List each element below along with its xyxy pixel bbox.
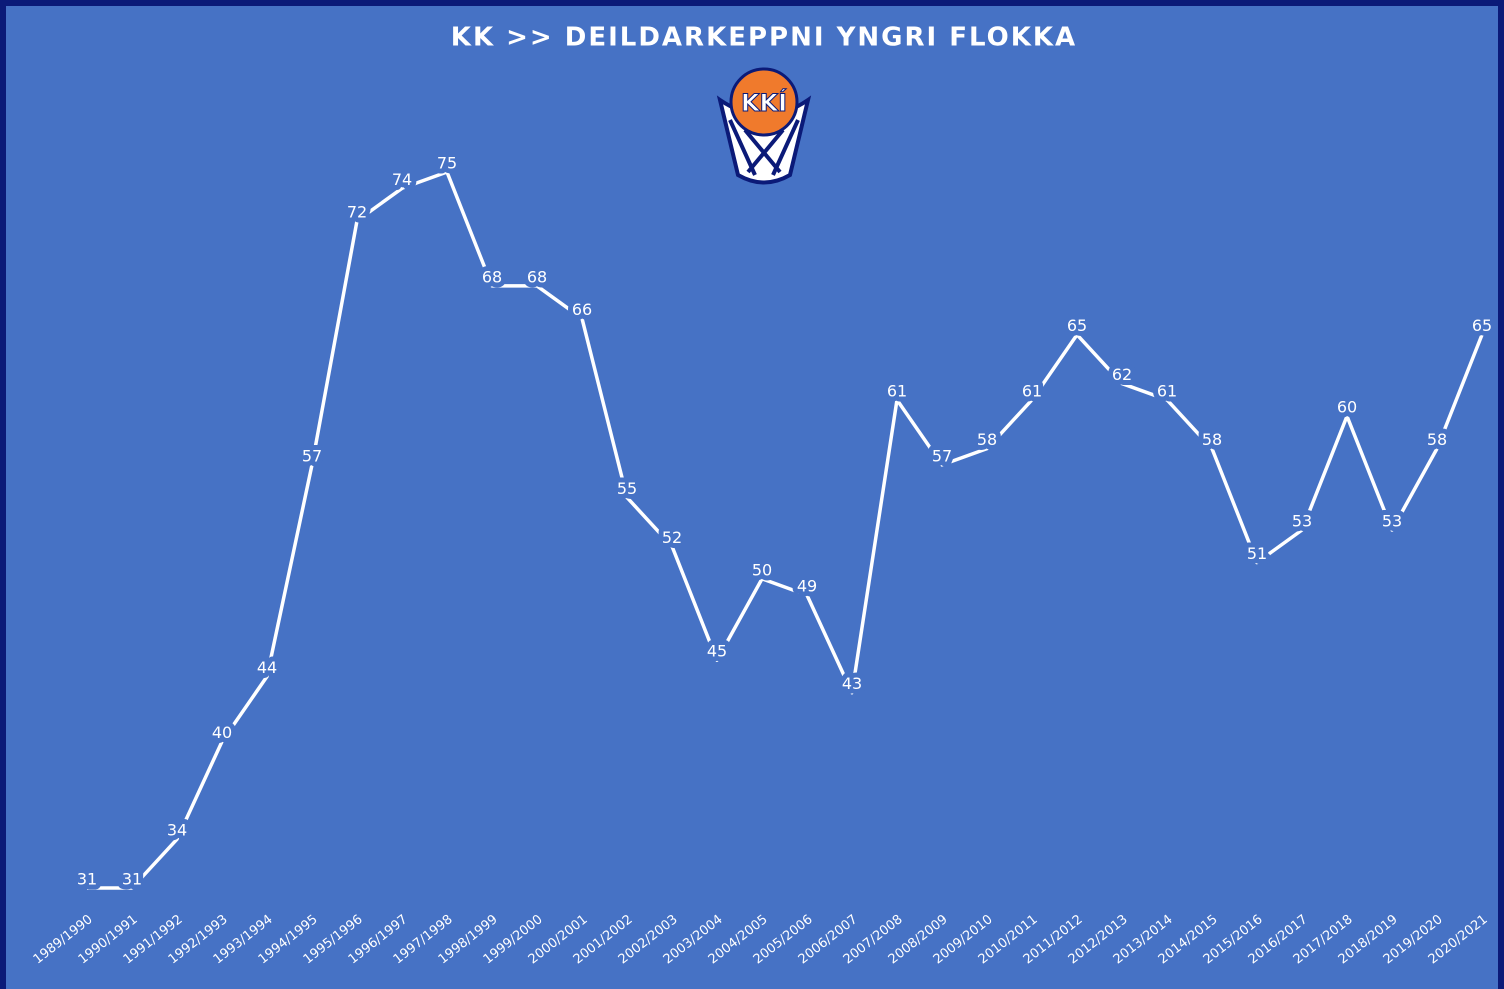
data-label: 74	[392, 170, 412, 189]
data-label: 34	[167, 821, 187, 840]
line	[87, 170, 1484, 890]
data-label: 44	[257, 658, 277, 677]
data-label: 66	[572, 300, 592, 319]
chart-title: KK >> DEILDARKEPPNI YNGRI FLOKKA	[451, 23, 1077, 53]
data-label: 65	[1472, 316, 1492, 335]
data-label: 50	[752, 560, 772, 579]
data-label: 62	[1112, 365, 1132, 384]
data-label: 75	[437, 154, 457, 173]
data-label: 68	[527, 267, 547, 286]
data-label: 57	[932, 446, 952, 465]
data-label: 58	[1427, 430, 1447, 449]
logo-text: KKÍ	[741, 88, 787, 117]
data-label: 53	[1292, 512, 1312, 531]
data-label: 43	[842, 674, 862, 693]
data-label: 72	[347, 202, 367, 221]
data-label: 58	[1202, 430, 1222, 449]
data-label: 61	[887, 381, 907, 400]
data-label: 61	[1157, 381, 1177, 400]
data-label: 68	[482, 267, 502, 286]
data-label: 51	[1247, 544, 1267, 563]
data-label: 58	[977, 430, 997, 449]
data-label: 55	[617, 479, 637, 498]
data-label: 65	[1067, 316, 1087, 335]
data-label: 61	[1022, 381, 1042, 400]
data-label: 49	[797, 577, 817, 596]
data-label: 31	[77, 870, 97, 889]
logo: KKÍ	[716, 67, 812, 185]
data-label: 45	[707, 642, 727, 661]
data-label: 40	[212, 723, 232, 742]
data-label: 52	[662, 528, 682, 547]
data-label: 31	[122, 870, 142, 889]
data-label: 57	[302, 446, 322, 465]
data-label: 60	[1337, 398, 1357, 417]
data-label: 53	[1382, 512, 1402, 531]
